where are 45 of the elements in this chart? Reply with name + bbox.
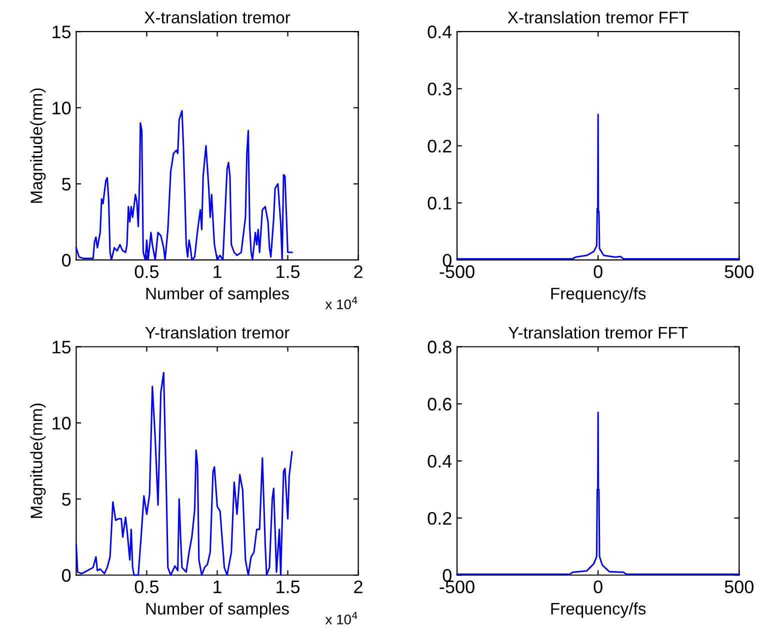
y-tick-label: 5 [62, 178, 71, 191]
y-tick-label: 0.2 [428, 140, 452, 153]
y-tick-label: 10 [52, 416, 71, 430]
chart-title: Y-translation tremor FFT [508, 326, 688, 339]
y-tick-label: 0.1 [428, 196, 452, 210]
x-axis-title: Frequency/fs [551, 602, 646, 618]
x-axis-title: Number of samples [146, 287, 289, 303]
y-tick-label: 0.3 [428, 82, 452, 96]
text: x 10$^{4}$ [325, 612, 358, 624]
y-tick-label: 0.4 [428, 454, 452, 468]
chart-title: Y-translation tremor [145, 326, 290, 339]
chart-title: X-translation tremor FFT [508, 11, 688, 24]
x-axis-title: Number of samples [146, 602, 289, 618]
y-axis-title: Magnitude(mm) [30, 88, 46, 203]
x-tick-label: 0 [594, 265, 602, 278]
x-tick-label: 500 [724, 580, 754, 594]
y-tick-label: 10 [52, 102, 71, 114]
line-series [75, 372, 293, 576]
x-tick-label: -500 [440, 580, 474, 594]
y-tick-label: 0 [62, 254, 71, 267]
y-axis-title: Magnitude(mm) [30, 404, 46, 518]
y-tick-label: 0.8 [428, 340, 452, 354]
x-tick-label: 1 [214, 580, 222, 594]
x-tick-label: 0.5 [134, 580, 159, 594]
x-tick-label: 2 [354, 580, 362, 594]
y-tick-label: 0 [442, 569, 452, 582]
x-tick-label: 1.5 [276, 580, 300, 594]
y-tick-label: 0.6 [428, 398, 452, 411]
y-tick-label: 0.4 [428, 26, 452, 38]
y-tick-label: 15 [52, 340, 71, 354]
x-tick-label: 1 [214, 265, 222, 278]
y-tick-label: 0.2 [428, 512, 452, 525]
x-tick-label: 2 [354, 265, 362, 278]
y-tick-label: 15 [52, 26, 71, 38]
x-axis-title: Frequency/fs [551, 287, 646, 303]
x-tick-label: 0.5 [134, 265, 159, 278]
x-tick-label: 500 [724, 265, 754, 278]
x-tick-label: 0 [594, 580, 602, 594]
y-tick-label: 0 [62, 569, 71, 582]
y-tick-label: 5 [62, 493, 71, 506]
chart-title: X-translation tremor [144, 11, 290, 24]
x-tick-label: -500 [440, 265, 474, 278]
text: x 10$^{4}$ [325, 296, 358, 310]
line-series [75, 110, 293, 261]
x-tick-label: 1.5 [276, 265, 300, 278]
